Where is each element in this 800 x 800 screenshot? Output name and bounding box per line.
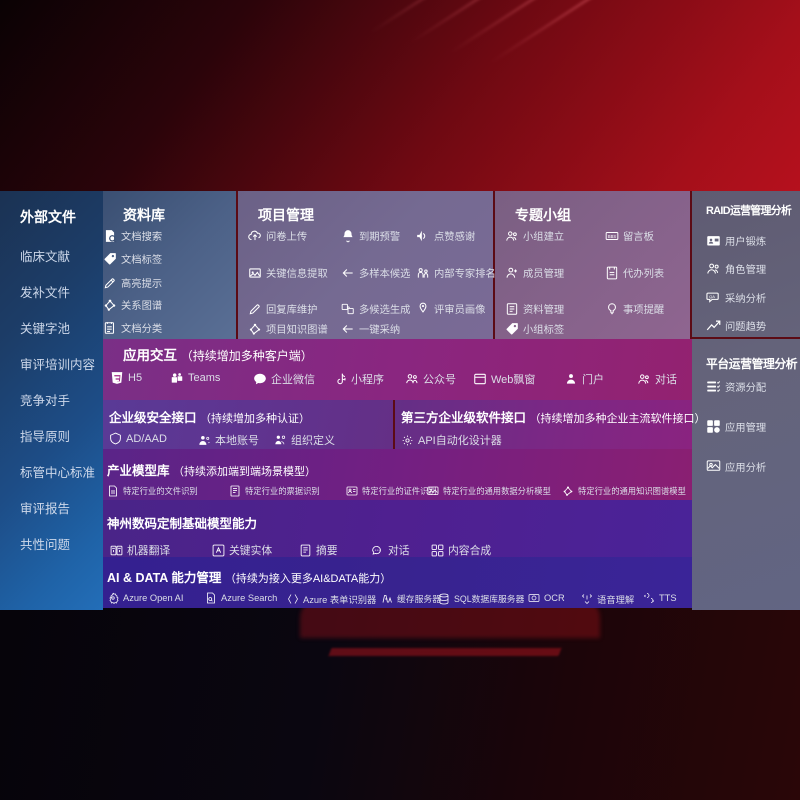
svg-text:BBS: BBS xyxy=(608,233,616,238)
svg-text:QA: QA xyxy=(709,294,715,299)
